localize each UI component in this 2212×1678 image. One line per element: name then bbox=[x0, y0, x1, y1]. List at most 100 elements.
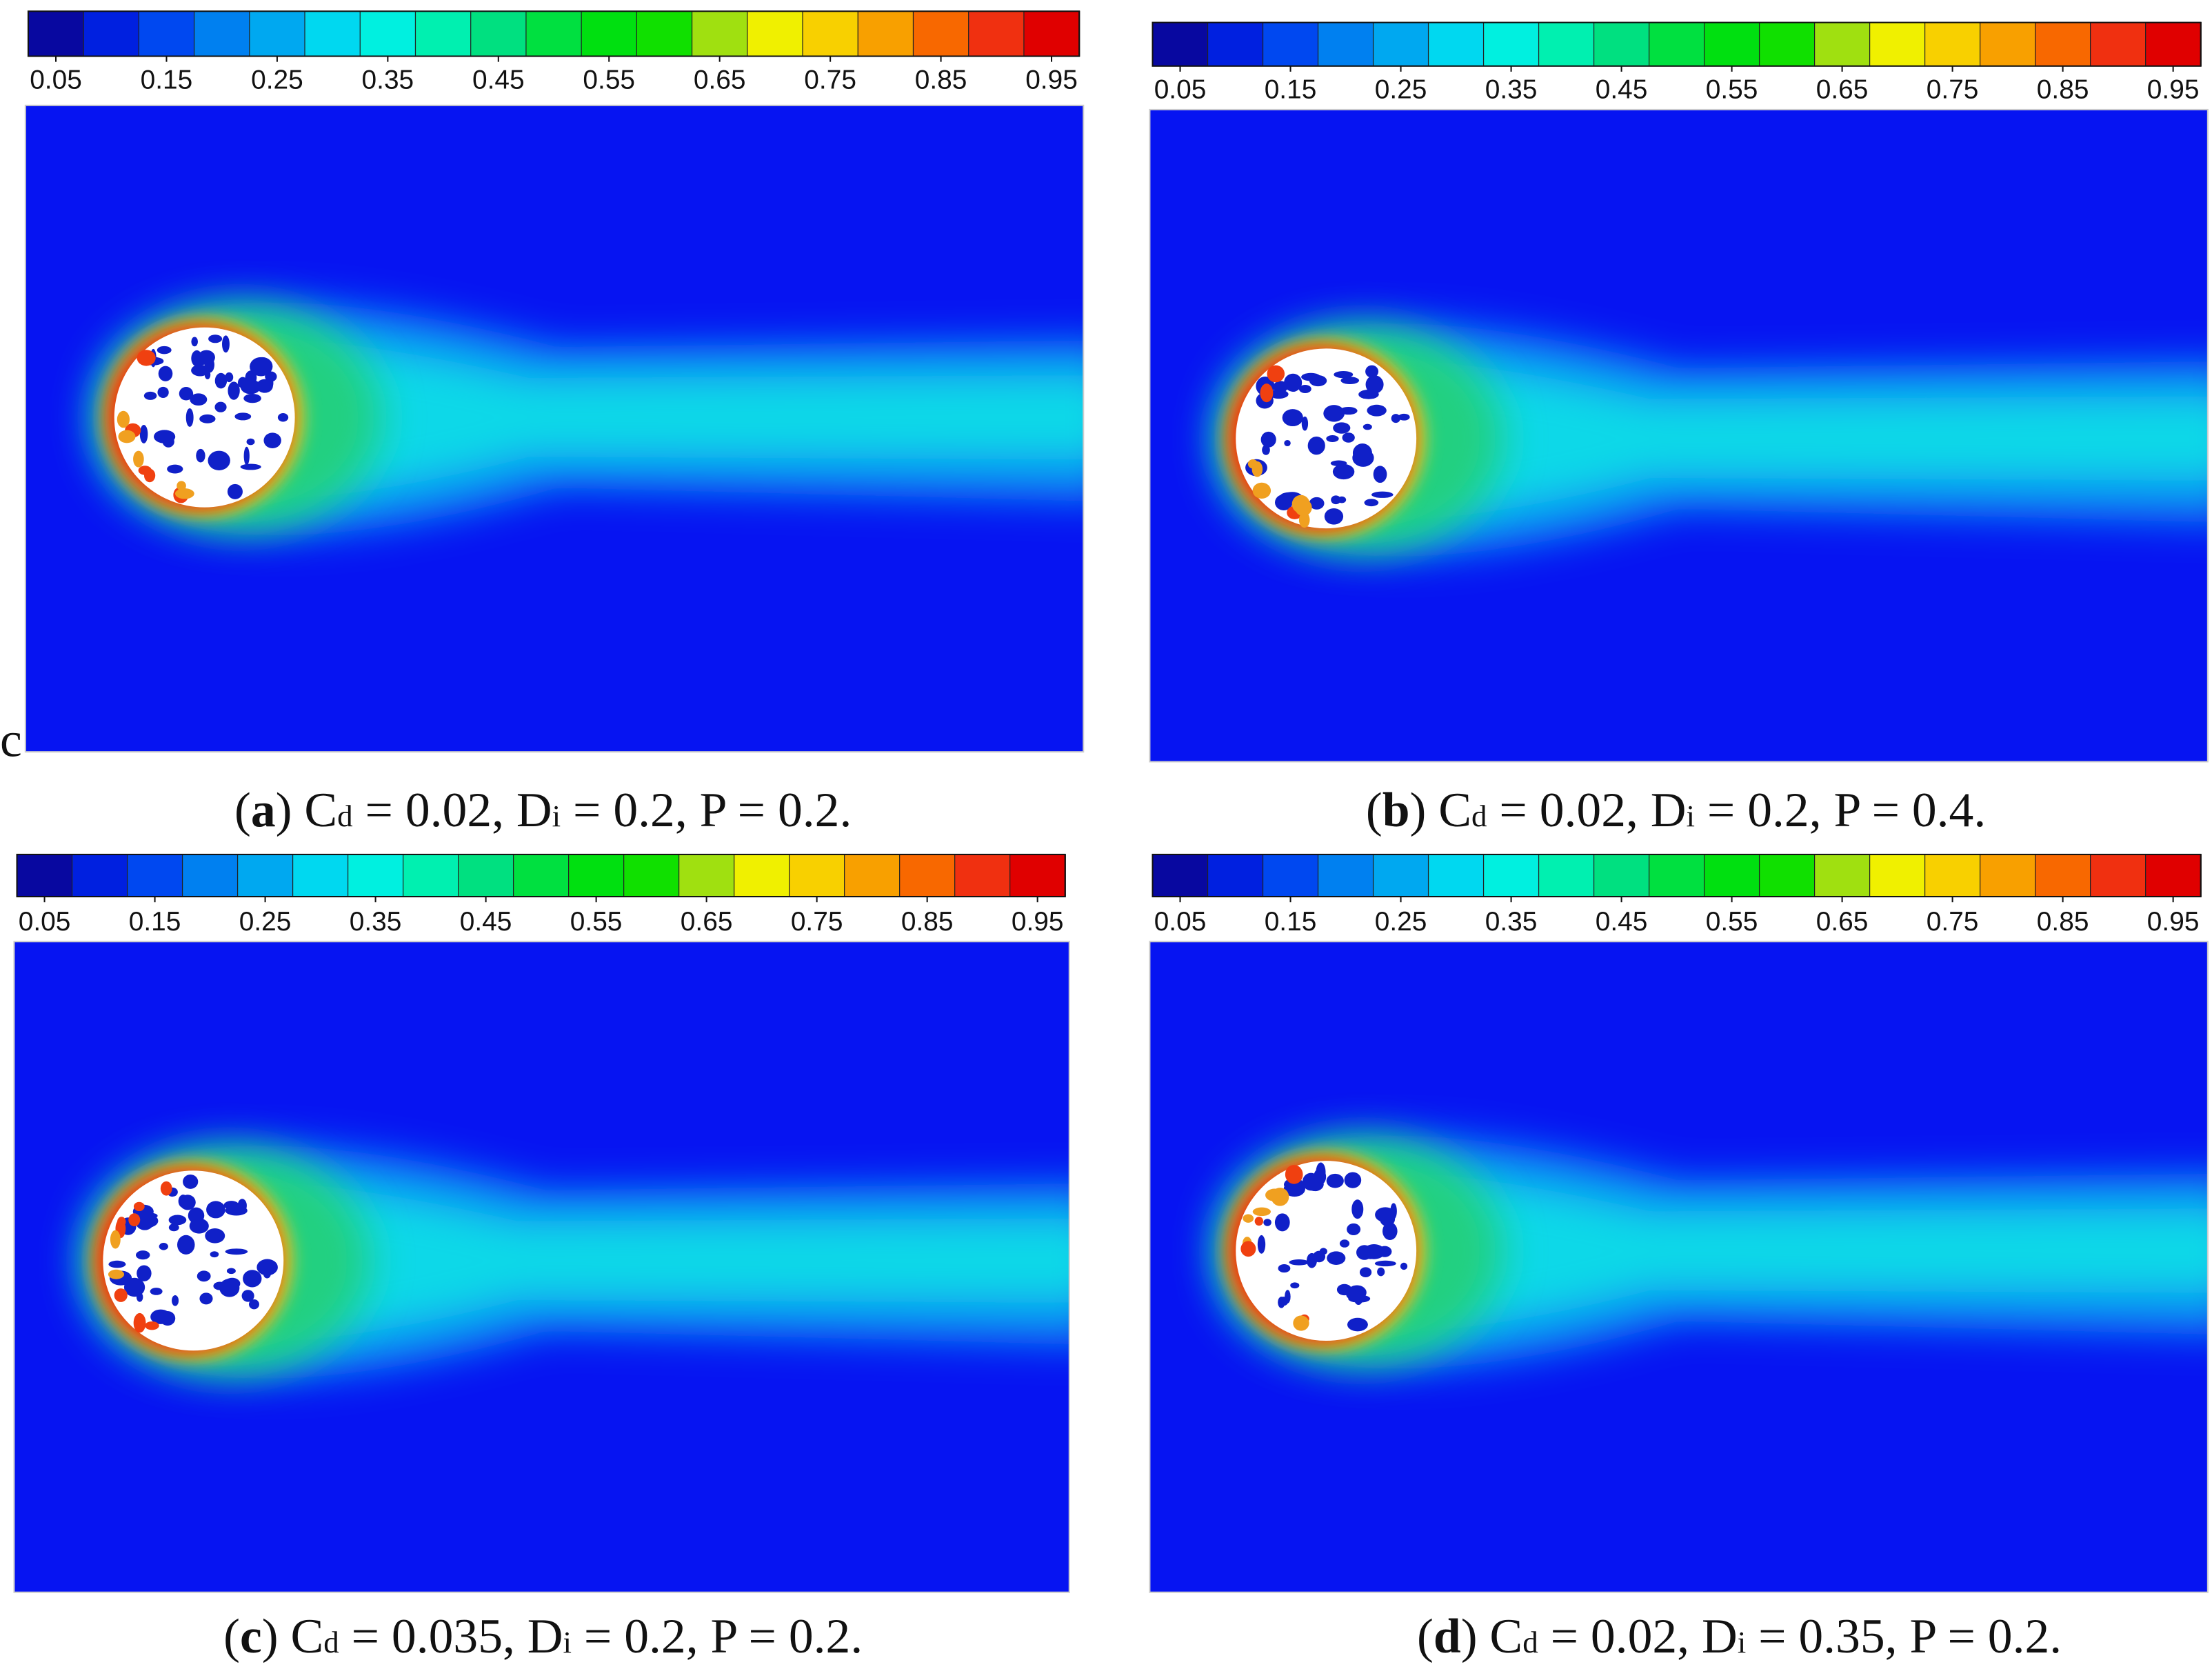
caption-part: ) C bbox=[1461, 1610, 1523, 1664]
edge-spot bbox=[1243, 1214, 1254, 1223]
pore bbox=[177, 1235, 195, 1255]
contour-field bbox=[1149, 109, 2208, 762]
colorbar-bin bbox=[414, 10, 472, 57]
edge-spot bbox=[133, 1312, 146, 1333]
colorbar-bin bbox=[2090, 21, 2146, 67]
colorbar-bin bbox=[1023, 10, 1080, 57]
colorbar-bin bbox=[1758, 854, 1816, 897]
pore bbox=[191, 364, 210, 377]
pore bbox=[1342, 432, 1355, 443]
colorbar-bin bbox=[1152, 854, 1209, 897]
pore bbox=[136, 1292, 143, 1302]
pore bbox=[1290, 1282, 1300, 1289]
colorbar-tick-label: 0.85 bbox=[2037, 907, 2089, 937]
edge-spot bbox=[1251, 461, 1263, 477]
colorbar-bin bbox=[912, 10, 969, 57]
pore bbox=[1306, 1252, 1317, 1268]
plot-frame bbox=[24, 104, 1085, 753]
colorbar-tick-label: 0.75 bbox=[1927, 907, 1979, 937]
pore bbox=[196, 448, 205, 463]
pore bbox=[1391, 414, 1400, 423]
colorbar-bin bbox=[2145, 21, 2202, 67]
colorbar-tick-label: 0.45 bbox=[1596, 907, 1648, 937]
colorbar-bin bbox=[304, 10, 361, 57]
annotation: c bbox=[0, 712, 22, 767]
edge-spot bbox=[1285, 1165, 1303, 1184]
pore bbox=[1314, 1168, 1327, 1186]
caption-part: i bbox=[552, 799, 561, 833]
pore bbox=[1324, 508, 1344, 525]
colorbar-tick-label: 0.55 bbox=[1706, 907, 1758, 937]
pore bbox=[199, 414, 216, 423]
pore bbox=[1282, 409, 1303, 427]
colorbar-tick-label: 0.05 bbox=[19, 907, 71, 937]
contour-field bbox=[1149, 941, 2208, 1592]
contour-field bbox=[25, 105, 1084, 752]
pore bbox=[1390, 1203, 1397, 1219]
plot-frame bbox=[13, 941, 1070, 1593]
pore bbox=[1354, 1292, 1363, 1306]
pore bbox=[249, 1299, 259, 1310]
pore bbox=[243, 393, 261, 403]
pore bbox=[246, 438, 255, 446]
edge-spot bbox=[174, 488, 194, 499]
pore bbox=[1382, 1222, 1398, 1240]
pore bbox=[225, 1206, 248, 1216]
colorbar-frame bbox=[1152, 21, 2202, 67]
pore bbox=[250, 357, 272, 377]
colorbar-bin bbox=[636, 10, 693, 57]
colorbar-bin bbox=[1152, 21, 1209, 67]
pore bbox=[256, 379, 273, 393]
caption-part: = 0.02, D bbox=[1487, 783, 1687, 837]
colorbar-bin bbox=[844, 854, 901, 897]
caption-part: = 0.2, P = 0.2. bbox=[561, 783, 852, 837]
pore bbox=[167, 464, 183, 474]
pore bbox=[1371, 491, 1394, 498]
colorbar-tick-label: 0.65 bbox=[681, 907, 733, 937]
pore bbox=[208, 450, 230, 470]
edge-spot bbox=[128, 1213, 141, 1227]
colorbar-bin bbox=[181, 854, 239, 897]
caption-part: ( bbox=[234, 783, 251, 837]
colorbar-tick-label: 0.25 bbox=[1375, 75, 1427, 105]
pore bbox=[226, 1268, 236, 1275]
pore bbox=[210, 1251, 219, 1258]
colorbar-bin bbox=[2090, 854, 2146, 897]
colorbar-bin bbox=[1813, 21, 1871, 67]
caption-part: d bbox=[1522, 1626, 1538, 1660]
pore bbox=[1332, 463, 1355, 480]
pore bbox=[1400, 1262, 1408, 1270]
pore bbox=[150, 1309, 171, 1324]
pore bbox=[168, 1223, 179, 1232]
pore bbox=[205, 1228, 225, 1243]
colorbar-tick-label: 0.35 bbox=[1485, 907, 1538, 937]
colorbar-tick-label: 0.45 bbox=[1596, 75, 1648, 105]
colorbar-bin bbox=[2145, 854, 2202, 897]
panel: 0.05 0.15 0.25 0.35 0.45 0.55 0.65 0.75 0.85 0.95… bbox=[1149, 853, 2209, 1664]
colorbar-tick-label: 0.55 bbox=[1706, 75, 1758, 105]
colorbar-tick-label: 0.25 bbox=[251, 65, 303, 94]
colorbar-bin bbox=[2035, 854, 2091, 897]
edge-spot bbox=[110, 1230, 121, 1249]
edge-spot bbox=[1267, 365, 1285, 383]
edge-spot bbox=[1240, 1241, 1256, 1257]
pore bbox=[197, 1270, 211, 1282]
panel-label: a bbox=[251, 783, 276, 837]
colorbar-bin bbox=[734, 854, 790, 897]
edge-spot bbox=[143, 468, 156, 483]
pore bbox=[168, 1215, 187, 1226]
pore bbox=[188, 1207, 205, 1224]
colorbar-tick-label: 0.95 bbox=[1025, 65, 1078, 94]
panel-label: d bbox=[1434, 1610, 1461, 1664]
colorbar-tick-label: 0.35 bbox=[350, 907, 402, 937]
pore bbox=[1326, 435, 1339, 443]
caption-part: ) C bbox=[276, 783, 338, 837]
colorbar-bin bbox=[1372, 854, 1429, 897]
colorbar-bin bbox=[1427, 21, 1485, 67]
pore bbox=[108, 1260, 126, 1268]
pore bbox=[143, 391, 157, 400]
colorbar-bin bbox=[1372, 21, 1429, 67]
pore bbox=[1365, 365, 1379, 378]
edge-spot bbox=[108, 1269, 125, 1279]
colorbar-bin bbox=[1482, 854, 1540, 897]
